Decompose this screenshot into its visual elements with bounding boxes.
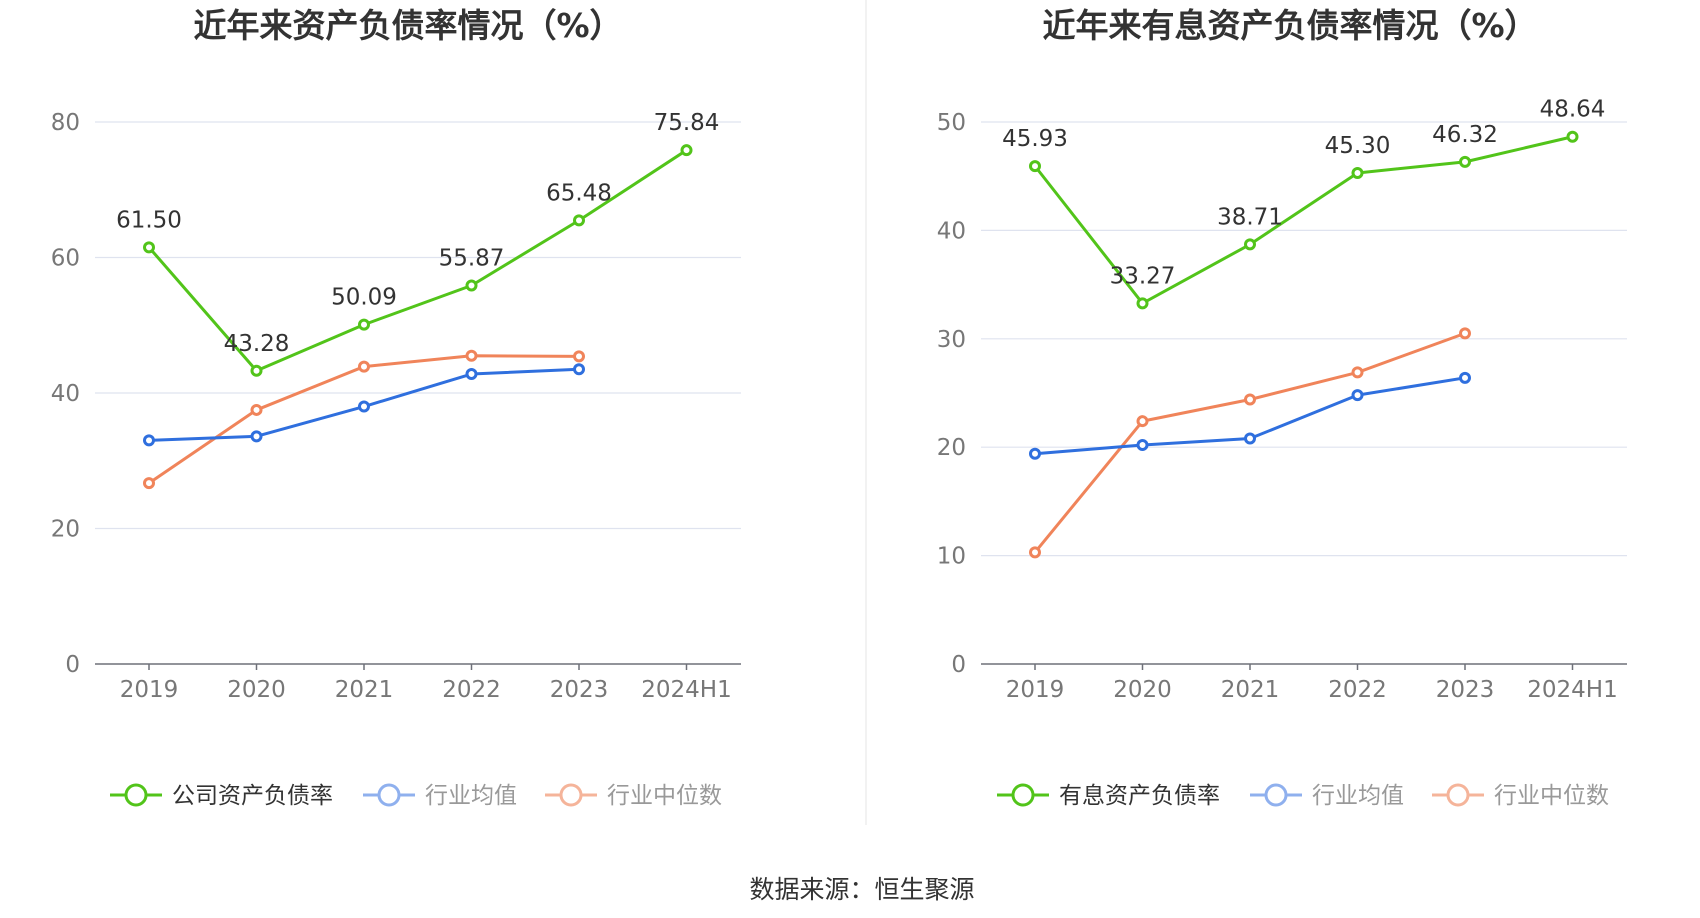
data-point: [1459, 371, 1471, 384]
chart-title: 近年来有息资产负债率情况（%）: [1042, 6, 1537, 45]
data-label: 38.71: [1217, 204, 1283, 230]
data-point: [1136, 439, 1149, 452]
data-point: [465, 279, 478, 292]
data-point: [1029, 447, 1041, 460]
data-point: [680, 144, 693, 157]
data-point: [250, 430, 263, 443]
legend-label: 公司资产负债率: [172, 783, 333, 809]
y-tick-label: 0: [65, 652, 80, 678]
data-label: 65.48: [546, 180, 612, 206]
data-point: [1351, 389, 1364, 402]
y-tick-label: 10: [937, 544, 966, 570]
data-point: [1136, 415, 1149, 428]
data-point: [358, 400, 370, 413]
chart-title: 近年来资产负债率情况（%）: [193, 6, 622, 45]
data-point: [573, 214, 585, 227]
data-point: [1459, 327, 1471, 340]
data-point: [1244, 393, 1256, 406]
y-tick-label: 20: [51, 517, 80, 543]
y-tick-label: 0: [951, 652, 966, 678]
data-label: 50.09: [331, 285, 397, 311]
chart-interest-bearing-debt-ratio: 近年来有息资产负债率情况（%） 0 10 20 30 40 50 2019 2020 2021 20…: [937, 6, 1627, 809]
y-tick-label: 30: [937, 327, 966, 353]
x-tick-label: 2021: [335, 677, 394, 703]
data-label: 45.93: [1002, 126, 1068, 152]
legend-label: 行业中位数: [607, 783, 722, 809]
data-point: [1351, 366, 1364, 379]
chart-debt-ratio: 近年来资产负债率情况（%） 0 20 40 60 80 2019 2020 2021 2022 20…: [51, 6, 741, 809]
series-line: [148, 354, 580, 485]
data-point: [143, 241, 155, 254]
data-point: [1459, 155, 1471, 168]
y-tick-label: 40: [937, 218, 966, 244]
x-tick-label: 2024H1: [641, 677, 731, 703]
data-point: [1029, 546, 1041, 559]
data-point: [1566, 130, 1579, 143]
data-point: [1351, 166, 1364, 179]
y-tick-label: 80: [51, 110, 80, 136]
data-point: [1244, 238, 1256, 251]
data-point: [250, 403, 263, 416]
legend-marker: [377, 783, 401, 807]
series-line: [147, 148, 688, 373]
y-tick-label: 60: [51, 246, 80, 272]
data-label: 61.50: [116, 207, 182, 233]
data-point: [465, 349, 478, 362]
data-point: [465, 368, 478, 381]
x-tick-label: 2019: [120, 677, 179, 703]
data-label: 55.87: [439, 245, 505, 271]
x-tick-label: 2022: [1328, 677, 1387, 703]
legend-label: 行业中位数: [1494, 783, 1609, 809]
data-point: [358, 360, 370, 373]
data-point: [250, 364, 263, 377]
x-tick-label: 2021: [1221, 677, 1280, 703]
data-label: 75.84: [654, 110, 720, 136]
data-point: [1029, 160, 1041, 173]
data-label: 48.64: [1540, 97, 1606, 123]
y-tick-label: 50: [937, 110, 966, 136]
data-point: [1136, 297, 1149, 310]
data-point: [573, 363, 585, 376]
data-point: [143, 434, 155, 447]
data-label: 33.27: [1110, 263, 1176, 289]
data-point: [143, 477, 155, 490]
legend-label: 有息资产负债率: [1059, 783, 1220, 809]
legend-label: 行业均值: [425, 783, 517, 809]
legend-marker: [1446, 783, 1470, 807]
x-tick-label: 2024H1: [1527, 677, 1617, 703]
y-tick-label: 20: [937, 435, 966, 461]
legend-marker: [1264, 783, 1288, 807]
data-point: [358, 318, 370, 331]
data-label: 46.32: [1432, 122, 1498, 148]
series-line: [1033, 135, 1573, 305]
data-point: [1244, 432, 1256, 445]
x-tick-label: 2019: [1006, 677, 1065, 703]
legend-label: 行业均值: [1312, 783, 1404, 809]
source-note: 数据来源：恒生聚源: [749, 875, 974, 904]
y-tick-label: 40: [51, 381, 80, 407]
data-point: [573, 350, 585, 363]
x-tick-label: 2023: [1436, 677, 1495, 703]
legend-marker: [124, 783, 148, 807]
x-tick-label: 2020: [227, 677, 286, 703]
x-tick-label: 2020: [1113, 677, 1172, 703]
x-tick-label: 2023: [550, 677, 609, 703]
data-label: 43.28: [224, 331, 290, 357]
data-label: 45.30: [1325, 133, 1391, 159]
legend-marker: [1011, 783, 1035, 807]
legend-marker: [559, 783, 583, 807]
x-tick-label: 2022: [442, 677, 501, 703]
